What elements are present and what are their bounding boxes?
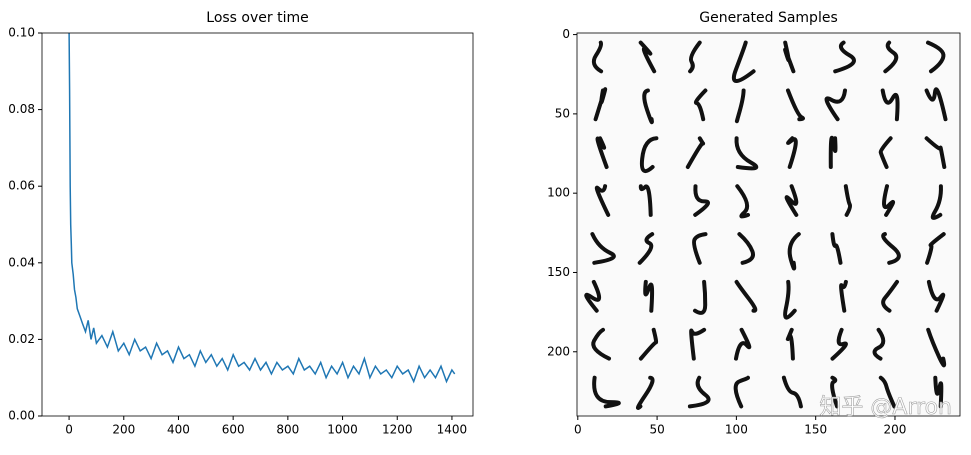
digit-stroke — [692, 232, 708, 265]
y-tick-label: 0.10 — [8, 26, 35, 40]
digit-stroke — [592, 375, 621, 409]
x-tick-label: 1000 — [327, 423, 358, 437]
digit-stroke — [924, 87, 948, 122]
axes-frame — [576, 32, 961, 417]
digit-stroke — [830, 327, 848, 361]
digit-stroke — [731, 40, 756, 83]
digit-stroke — [878, 136, 893, 169]
digit-stroke — [638, 40, 657, 74]
x-tick-label: 50 — [649, 423, 664, 437]
digit-stroke — [872, 327, 886, 361]
digit-stroke — [590, 232, 616, 265]
digit-stroke — [693, 184, 710, 217]
digit-stroke — [830, 375, 839, 409]
y-tick-label: 0.04 — [8, 255, 35, 269]
digit-stroke — [824, 88, 847, 122]
digit-stroke — [926, 327, 947, 368]
digit-stroke — [933, 375, 944, 409]
digit-stroke — [642, 88, 654, 125]
digit-stroke — [591, 40, 604, 74]
chart-title: Generated Samples — [699, 10, 838, 26]
digit-stroke — [734, 88, 746, 124]
y-tick-label: 150 — [547, 265, 570, 279]
digit-stroke — [930, 184, 943, 220]
digit-stroke — [926, 279, 946, 313]
digit-stroke — [639, 136, 659, 174]
y-tick-label: 0.08 — [8, 102, 35, 116]
digit-stroke — [783, 40, 796, 74]
x-tick-label: 1200 — [382, 423, 413, 437]
x-tick-label: 0 — [574, 423, 582, 437]
digit-stroke — [637, 232, 655, 265]
digit-stroke — [595, 136, 609, 169]
digit-stroke — [593, 87, 608, 122]
digit-stroke — [926, 40, 946, 74]
digit-stroke — [878, 375, 897, 409]
digit-stroke — [881, 232, 901, 265]
digit-stroke — [638, 184, 653, 217]
digit-stroke — [839, 279, 848, 313]
digit-stroke — [786, 136, 798, 169]
digit-stroke — [830, 232, 843, 265]
digit-stroke — [643, 279, 655, 313]
digit-stroke — [693, 279, 708, 315]
digit-stroke — [693, 88, 708, 122]
digit-stroke — [635, 375, 655, 410]
y-tick-label: 100 — [547, 186, 570, 200]
y-tick-label: 0 — [562, 27, 570, 41]
digit-stroke — [828, 135, 838, 169]
digit-stroke — [734, 136, 759, 171]
digit-stroke — [733, 375, 751, 409]
digit-stroke — [687, 375, 711, 409]
digit-stroke — [594, 184, 611, 217]
digit-stroke — [880, 88, 900, 122]
loss-line — [68, 33, 456, 384]
y-tick-label: 0.06 — [8, 179, 35, 193]
digit-stroke — [783, 279, 797, 320]
digit-stroke — [781, 375, 803, 409]
digit-stroke — [584, 279, 602, 313]
x-tick-label: 200 — [884, 423, 907, 437]
image-background — [577, 33, 960, 416]
digit-stroke — [689, 327, 707, 361]
digit-stroke — [591, 327, 611, 361]
x-tick-label: 200 — [112, 423, 135, 437]
y-tick-label: 0.02 — [8, 332, 35, 346]
digit-stroke — [924, 136, 947, 169]
x-tick-label: 150 — [804, 423, 827, 437]
digit-stroke — [787, 232, 801, 271]
digit-stroke — [734, 327, 752, 361]
x-tick-label: 100 — [725, 423, 748, 437]
x-tick-label: 600 — [222, 423, 245, 437]
digit-stroke — [833, 40, 856, 74]
digit-stroke — [688, 40, 702, 74]
digit-stroke — [685, 136, 706, 169]
chart-title: Loss over time — [206, 10, 308, 26]
digit-stroke — [925, 232, 946, 265]
axes-frame — [41, 32, 474, 417]
y-tick-label: 50 — [555, 106, 570, 120]
x-tick-label: 0 — [65, 423, 73, 437]
digit-stroke — [843, 184, 853, 217]
y-tick-label: 200 — [547, 344, 570, 358]
digit-stroke — [735, 184, 750, 219]
digit-stroke — [784, 184, 799, 217]
digit-stroke — [638, 327, 659, 361]
digit-stroke — [882, 184, 896, 217]
digit-stroke — [734, 279, 758, 313]
watermark: 知乎 @Arron — [819, 395, 952, 420]
x-tick-label: 800 — [276, 423, 299, 437]
digit-stroke — [737, 232, 755, 265]
y-tick-label: 0.00 — [8, 409, 35, 423]
digit-stroke — [883, 40, 899, 74]
digit-stroke — [786, 88, 805, 122]
digit-stroke — [785, 327, 795, 361]
digit-stroke — [881, 279, 899, 313]
x-tick-label: 1400 — [437, 423, 468, 437]
x-tick-label: 400 — [167, 423, 190, 437]
